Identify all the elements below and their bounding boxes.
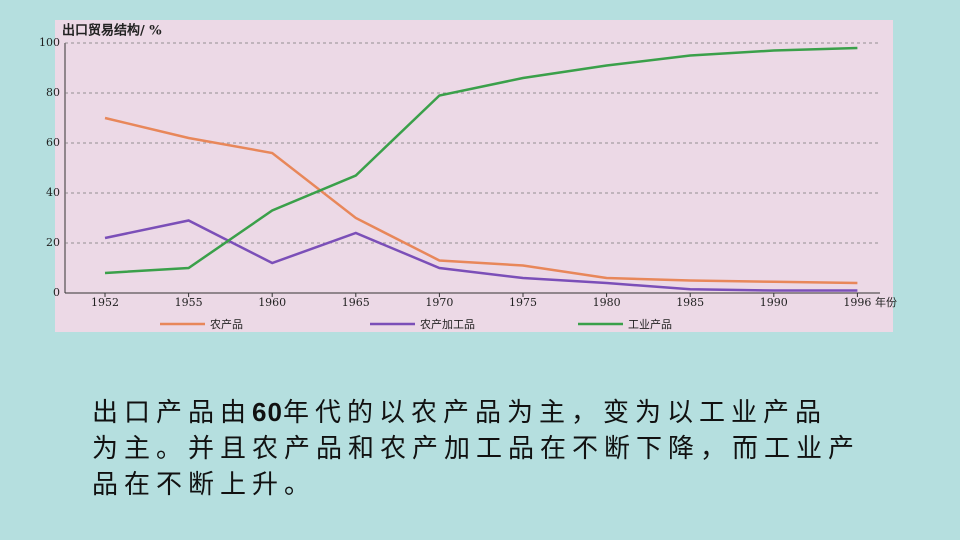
y-tick-label: 20 <box>46 236 60 249</box>
y-axis-label: 出口贸易结构/ % <box>62 23 162 39</box>
x-tick-label: 1996 <box>843 296 871 309</box>
chart-background <box>55 20 893 332</box>
x-tick-label: 1985 <box>676 296 704 309</box>
x-tick-label: 1975 <box>509 296 537 309</box>
y-tick-label: 80 <box>46 86 60 99</box>
caption-bold: 60 <box>252 397 283 427</box>
series-line <box>104 46 858 275</box>
x-tick-label: 1955 <box>175 296 203 309</box>
x-tick-label: 1960 <box>258 296 286 309</box>
caption: 出口产品由60年代的以农产品为主，变为以工业产品 为主。并且农产品和农产加工品在… <box>92 394 892 503</box>
caption-text: 年代的以农产品为主，变为以工业产品 <box>282 398 827 428</box>
y-tick-label: 60 <box>46 136 60 149</box>
x-tick-label: 1952 <box>91 296 119 309</box>
legend-label: 农产品 <box>210 317 243 331</box>
caption-text: 出口产品由 <box>92 398 253 428</box>
y-tick-label: 40 <box>46 186 60 199</box>
series-line <box>104 219 858 292</box>
y-tick-label: 0 <box>53 286 60 299</box>
x-tick-label: 1990 <box>760 296 788 309</box>
y-tick-label: 100 <box>39 36 60 49</box>
series-line <box>104 116 858 285</box>
x-tick-label: 1980 <box>593 296 621 309</box>
caption-text: 品在不断上升。 <box>92 470 317 500</box>
x-unit: 年份 <box>875 295 897 309</box>
legend-label: 工业产品 <box>628 317 672 331</box>
x-tick-label: 1970 <box>425 296 453 309</box>
legend-label: 农产加工品 <box>420 317 475 331</box>
x-tick-label: 1965 <box>342 296 370 309</box>
caption-text: 为主。并且农产品和农产加工品在不断下降，而工业产 <box>92 434 861 464</box>
